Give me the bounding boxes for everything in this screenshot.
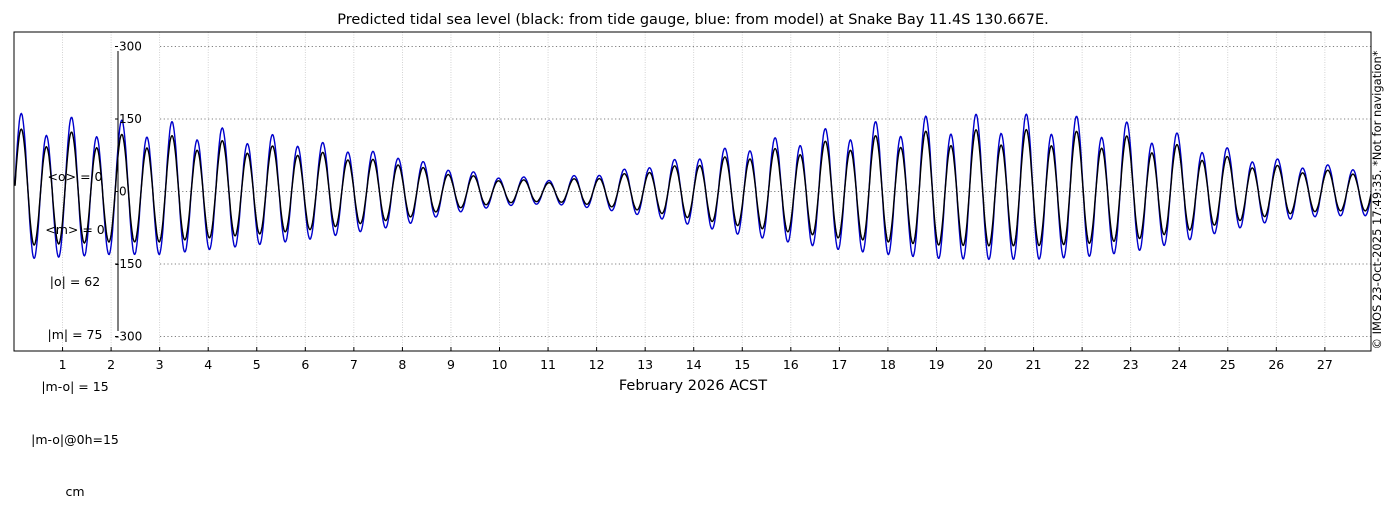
x-tick-label: 19 — [929, 357, 945, 372]
series-group — [14, 112, 1372, 261]
x-tick-label: 2 — [107, 357, 115, 372]
tide-gauge-line — [14, 128, 1372, 247]
x-tick-label: 1 — [59, 357, 67, 372]
x-tick-label: 27 — [1317, 357, 1333, 372]
stat-mean-model: <m> = 0 — [45, 221, 105, 237]
x-tick-label: 15 — [734, 357, 750, 372]
statistics-panel: <o> = 0 <m> = 0 |o| = 62 |m| = 75 |m-o| … — [20, 133, 130, 518]
stat-unit: cm — [65, 484, 85, 499]
copyright-text: © IMOS 23-Oct-2025 17:49:35. *Not for na… — [1370, 50, 1384, 350]
x-tick-label: 21 — [1026, 357, 1042, 372]
stat-abs-difference: |m-o| = 15 — [41, 379, 109, 394]
stat-abs-model: |m| = 75 — [47, 326, 103, 342]
x-tick-label: 22 — [1074, 357, 1090, 372]
y-tick-label: 300 — [119, 40, 142, 54]
plot-frame — [13, 31, 1372, 352]
x-axis-label: February 2026 ACST — [619, 378, 767, 394]
x-tick-label: 14 — [686, 357, 702, 372]
x-tick-label: 7 — [350, 357, 358, 372]
x-tick-label: 13 — [637, 357, 653, 372]
x-tick-label: 26 — [1268, 357, 1284, 372]
x-ticks: 1 2 3 4 5 6 7 8 9 10 11 12 13 14 15 16 17 18 19 20 21 22 23 24 2… — [59, 347, 1333, 372]
tide-chart: Predicted tidal sea level (black: from t… — [13, 12, 1372, 394]
stat-abs-difference-0h: |m-o|@0h=15 — [31, 431, 119, 447]
x-tick-label: 10 — [492, 357, 508, 372]
chart-title: Predicted tidal sea level (black: from t… — [337, 12, 1049, 28]
y-tick-label: 150 — [119, 112, 142, 126]
x-tick-label: 4 — [204, 357, 212, 372]
grid — [62, 32, 1371, 351]
y-tick-label: -300 — [115, 330, 142, 344]
x-tick-label: 20 — [977, 357, 993, 372]
y-tick-label: -150 — [115, 257, 142, 271]
x-tick-label: 16 — [783, 357, 799, 372]
x-tick-label: 23 — [1123, 357, 1139, 372]
x-tick-label: 24 — [1171, 357, 1187, 372]
x-tick-label: 3 — [156, 357, 164, 372]
x-tick-label: 9 — [447, 357, 455, 372]
x-tick-label: 8 — [398, 357, 406, 372]
x-tick-label: 11 — [540, 357, 556, 372]
model-line — [14, 112, 1372, 261]
y-tick-label: 0 — [119, 185, 127, 199]
x-tick-label: 25 — [1220, 357, 1236, 372]
stat-mean-observed: <o> = 0 — [47, 169, 103, 184]
x-tick-label: 5 — [253, 357, 261, 372]
y-ticks: -300 -150 0 150 300 — [115, 40, 142, 344]
stat-abs-observed: |o| = 62 — [49, 274, 101, 289]
x-tick-label: 6 — [301, 357, 309, 372]
x-tick-label: 12 — [589, 357, 605, 372]
x-tick-label: 17 — [831, 357, 847, 372]
x-tick-label: 18 — [880, 357, 896, 372]
